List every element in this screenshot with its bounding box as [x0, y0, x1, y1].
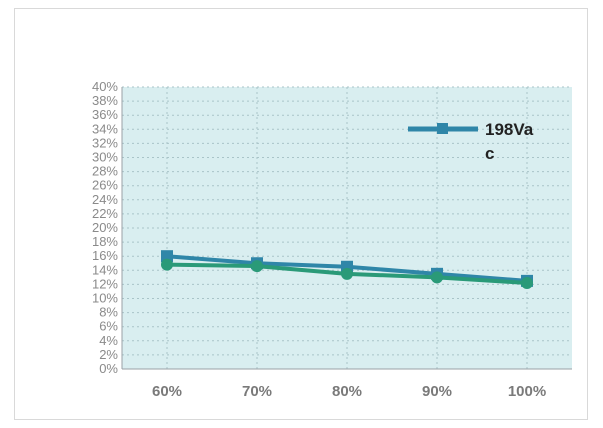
- y-tick-label: 38%: [92, 93, 118, 108]
- x-tick-label: 70%: [242, 383, 272, 400]
- y-tick-label: 10%: [92, 291, 118, 306]
- y-tick-label: 14%: [92, 262, 118, 277]
- series-group: [161, 250, 533, 289]
- y-tick-label: 12%: [92, 276, 118, 291]
- y-tick-label: 32%: [92, 135, 118, 150]
- data-point: [251, 260, 263, 273]
- data-point: [161, 258, 173, 271]
- data-point: [521, 276, 533, 289]
- y-tick-label: 6%: [99, 319, 118, 334]
- y-tick-label: 26%: [92, 178, 118, 193]
- y-tick-label: 22%: [92, 206, 118, 221]
- y-axis-ticks: 0%2%4%6%8%10%12%14%16%18%20%22%24%26%28%…: [92, 79, 118, 376]
- x-tick-label: 60%: [152, 383, 182, 400]
- y-tick-label: 2%: [99, 347, 118, 362]
- y-tick-label: 20%: [92, 220, 118, 235]
- y-tick-label: 36%: [92, 107, 118, 122]
- data-point: [431, 271, 443, 284]
- y-tick-label: 28%: [92, 164, 118, 179]
- y-tick-label: 16%: [92, 248, 118, 263]
- data-point: [341, 267, 353, 280]
- y-tick-label: 8%: [99, 305, 118, 320]
- y-tick-label: 30%: [92, 150, 118, 165]
- x-axis-ticks: 60% 70% 80% 90% 100%: [152, 383, 546, 400]
- x-tick-label: 100%: [508, 383, 546, 400]
- legend-label-line2: c: [485, 144, 494, 163]
- y-tick-label: 4%: [99, 333, 118, 348]
- y-tick-label: 18%: [92, 234, 118, 249]
- legend: 198Va c: [408, 120, 534, 163]
- y-tick-label: 24%: [92, 192, 118, 207]
- y-tick-label: 0%: [99, 361, 118, 376]
- data-point: [161, 250, 173, 263]
- legend-label-line1: 198Va: [485, 120, 534, 139]
- x-tick-label: 80%: [332, 383, 362, 400]
- x-tick-label: 90%: [422, 383, 452, 400]
- legend-swatch-marker: [437, 123, 448, 134]
- y-tick-label: 40%: [92, 79, 118, 94]
- y-tick-label: 34%: [92, 121, 118, 136]
